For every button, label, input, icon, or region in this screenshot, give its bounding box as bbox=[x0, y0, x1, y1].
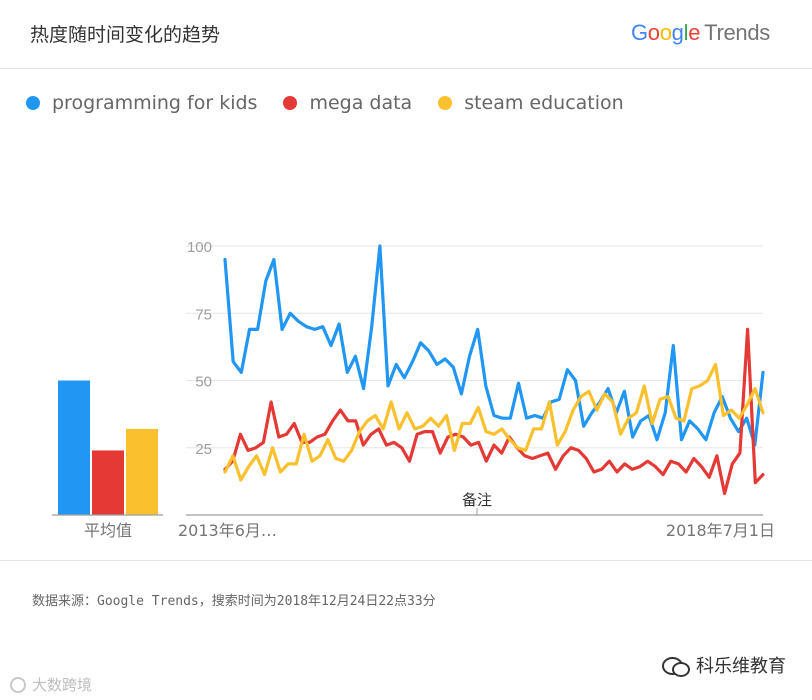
watermark-right-text: 科乐维教育 bbox=[696, 656, 786, 677]
watermark-left-text: 大数跨境 bbox=[32, 676, 93, 694]
legend-dot-mega-data bbox=[283, 96, 298, 110]
legend-item-steam-education[interactable]: steam education bbox=[438, 92, 624, 114]
google-trends-logo: Google Trends bbox=[630, 20, 770, 45]
legend-label-programming-for-kids: programming for kids bbox=[52, 92, 258, 114]
footer-divider bbox=[0, 560, 812, 561]
watermark-logo-icon bbox=[10, 676, 26, 693]
wechat-icon bbox=[662, 655, 690, 677]
data-source-note: 数据来源：Google Trends，搜索时间为2018年12月24日22点33… bbox=[32, 594, 436, 609]
x-tick-label-start: 2013年6月… bbox=[178, 521, 277, 540]
legend-item-mega-data[interactable]: mega data bbox=[283, 92, 412, 114]
series-line-steam-education bbox=[223, 362, 765, 482]
y-tick-label-75: 75 bbox=[195, 306, 212, 323]
average-bar-mega-data bbox=[92, 450, 124, 515]
header-divider bbox=[0, 68, 812, 69]
chart-title: 热度随时间变化的趋势 bbox=[30, 24, 221, 46]
series-line-programming-for-kids bbox=[223, 244, 765, 447]
x-tick-label-end: 2018年7月1日 bbox=[666, 521, 775, 540]
legend-item-programming-for-kids[interactable]: programming for kids bbox=[26, 92, 257, 114]
legend-label-steam-education: steam education bbox=[464, 92, 624, 114]
trend-chart: 25 50 75 100 平均值 备注 2013年6月… 2018年7月1日 bbox=[52, 239, 775, 540]
legend-dot-programming-for-kids bbox=[26, 96, 40, 110]
chart-legend: programming for kids mega data steam edu… bbox=[26, 92, 650, 114]
y-tick-label-25: 25 bbox=[195, 441, 212, 458]
annotation-label: 备注 bbox=[462, 491, 492, 509]
average-bar-steam-education bbox=[126, 428, 158, 515]
y-tick-label-50: 50 bbox=[195, 374, 212, 391]
average-bar-programming-for-kids bbox=[58, 380, 90, 515]
watermark-right: 科乐维教育 bbox=[662, 652, 786, 678]
y-tick-label-100: 100 bbox=[187, 239, 212, 256]
series-line-mega-data bbox=[223, 327, 765, 496]
average-label: 平均值 bbox=[84, 521, 132, 540]
legend-dot-steam-education bbox=[438, 96, 453, 110]
legend-label-mega-data: mega data bbox=[309, 92, 413, 114]
watermark-left: 大数跨境 bbox=[10, 674, 92, 695]
